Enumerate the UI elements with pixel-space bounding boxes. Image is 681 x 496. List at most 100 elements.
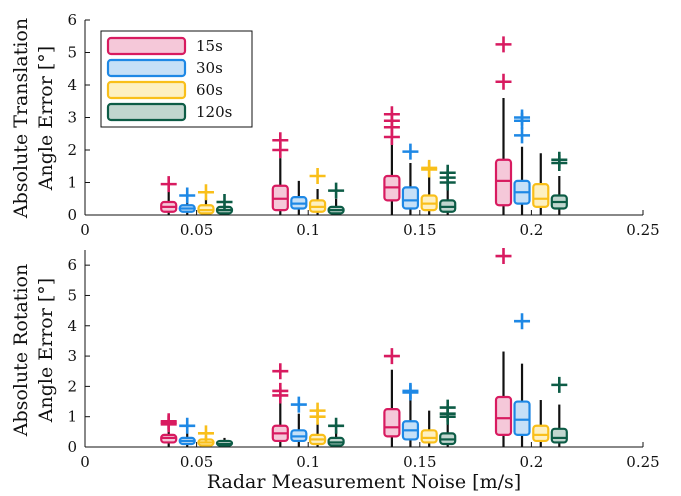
rotation-x-tick-label: 0.1 — [296, 453, 320, 471]
rotation-outlier-marker — [383, 348, 400, 365]
rotation-plot-area — [85, 250, 643, 447]
translation-box-120s — [439, 164, 457, 215]
translation-panel: 0 0.05 0.1 0.15 0.2 0.25 0 1 2 3 4 5 6 Absolute Tran… — [10, 11, 660, 239]
translation-box-30s — [401, 143, 420, 215]
translation-outlier-marker — [328, 182, 345, 199]
translation-x-tick-label: 0.2 — [519, 221, 543, 239]
rotation-x-tick-label: 0.25 — [626, 453, 659, 471]
translation-ylabel-line-1: Absolute Translation — [10, 18, 32, 219]
translation-x-tick-label: 0.25 — [626, 221, 659, 239]
translation-outlier-marker — [160, 176, 177, 193]
translation-box-120s — [215, 194, 234, 215]
translation-x-tick-label: 0.05 — [180, 221, 213, 239]
legend-swatch-60s — [106, 80, 187, 100]
translation-outlier-marker — [383, 106, 400, 123]
rotation-box-iqr — [513, 400, 531, 436]
legend-swatch-15s — [106, 36, 187, 56]
rotation-outlier-marker — [551, 376, 568, 393]
rotation-outlier-marker — [272, 382, 289, 399]
translation-box-15s — [494, 36, 513, 215]
translation-box-30s — [513, 109, 531, 215]
translation-box-iqr — [494, 158, 513, 207]
translation-box-30s — [178, 187, 196, 215]
rotation-box-120s — [550, 376, 568, 447]
rotation-y-tick-label: 6 — [67, 256, 77, 274]
rotation-box-120s — [327, 417, 345, 447]
translation-outlier-marker — [197, 184, 214, 201]
rotation-box-60s — [197, 425, 215, 447]
translation-box-iqr — [401, 186, 420, 210]
translation-outlier-marker — [439, 164, 456, 181]
rotation-box-120s — [439, 399, 457, 447]
rotation-box-120s — [215, 437, 234, 447]
rotation-axes: 0 0.05 0.1 0.15 0.2 0.25 0 1 2 3 4 5 6 — [67, 250, 660, 471]
translation-box-120s — [550, 151, 568, 215]
translation-outlier-marker — [495, 36, 512, 53]
translation-box-60s — [532, 153, 550, 215]
translation-x-tick-label: 0.15 — [403, 221, 436, 239]
translation-outlier-marker — [514, 127, 531, 144]
rotation-box-iqr — [420, 429, 438, 444]
legend-label-30s: 30s — [196, 59, 223, 77]
legend-swatch-30s — [106, 58, 187, 78]
rotation-y-tick-label: 1 — [67, 408, 77, 426]
translation-box-15s — [383, 106, 401, 215]
translation-box-60s — [197, 184, 215, 215]
translation-outlier-marker — [179, 187, 196, 204]
rotation-box-15s — [160, 413, 178, 447]
translation-box-60s — [420, 159, 438, 215]
rotation-outlier-marker — [402, 382, 419, 399]
rotation-box-15s — [271, 363, 289, 447]
rotation-outlier-marker — [495, 248, 512, 265]
translation-x-tick-label: 0 — [80, 221, 90, 239]
rotation-x-tick-label: 0.05 — [180, 453, 213, 471]
rotation-outlier-marker — [514, 313, 531, 330]
legend: 15s 30s 60s 120s — [100, 30, 253, 128]
translation-outlier-marker — [551, 151, 568, 168]
rotation-y-tick-label: 2 — [67, 377, 77, 395]
rotation-outlier-marker — [328, 417, 345, 434]
rotation-box-30s — [290, 396, 308, 447]
translation-boxes — [160, 36, 568, 215]
x-axis-label: Radar Measurement Noise [m/s] — [207, 471, 521, 493]
rotation-y-tick-label: 5 — [67, 286, 77, 304]
translation-outlier-marker — [309, 168, 326, 184]
rotation-outlier-marker — [272, 363, 289, 380]
translation-outlier-marker — [514, 109, 531, 126]
rotation-outlier-marker — [197, 425, 214, 442]
rotation-outlier-marker — [439, 399, 456, 416]
rotation-box-30s — [513, 313, 531, 447]
rotation-box-15s — [494, 248, 513, 447]
translation-box-15s — [160, 176, 178, 215]
translation-y-tick-label: 1 — [67, 174, 77, 192]
translation-box-30s — [290, 180, 308, 215]
translation-outlier-marker — [216, 194, 233, 210]
legend-swatch-120s — [106, 102, 187, 122]
rotation-outlier-marker — [309, 402, 326, 419]
legend-label-15s: 15s — [196, 37, 223, 55]
rotation-boxes — [160, 248, 568, 447]
legend-label-60s: 60s — [196, 81, 223, 99]
translation-y-tick-label: 3 — [67, 109, 77, 127]
translation-ylabel-line-2: Angle Error [°] — [35, 46, 57, 191]
translation-y-tick-label: 6 — [67, 11, 77, 29]
rotation-box-iqr — [383, 408, 401, 438]
rotation-x-tick-label: 0.2 — [519, 453, 543, 471]
legend-label-120s: 120s — [196, 103, 232, 121]
translation-y-tick-label: 5 — [67, 44, 77, 62]
rotation-outlier-marker — [160, 413, 177, 430]
translation-y-tick-label: 4 — [67, 76, 77, 94]
rotation-outlier-marker — [290, 396, 307, 413]
rotation-box-60s — [532, 400, 550, 447]
translation-outlier-marker — [421, 159, 438, 176]
rotation-x-tick-label: 0 — [80, 453, 90, 471]
rotation-outlier-marker — [179, 417, 196, 434]
translation-box-iqr — [532, 183, 550, 208]
translation-outlier-marker — [495, 73, 512, 90]
rotation-y-tick-label: 0 — [67, 438, 77, 456]
rotation-box-iqr — [550, 427, 568, 444]
rotation-box-15s — [383, 348, 401, 447]
rotation-ylabel-line-2: Angle Error [°] — [35, 278, 57, 423]
translation-outlier-marker — [272, 132, 289, 149]
